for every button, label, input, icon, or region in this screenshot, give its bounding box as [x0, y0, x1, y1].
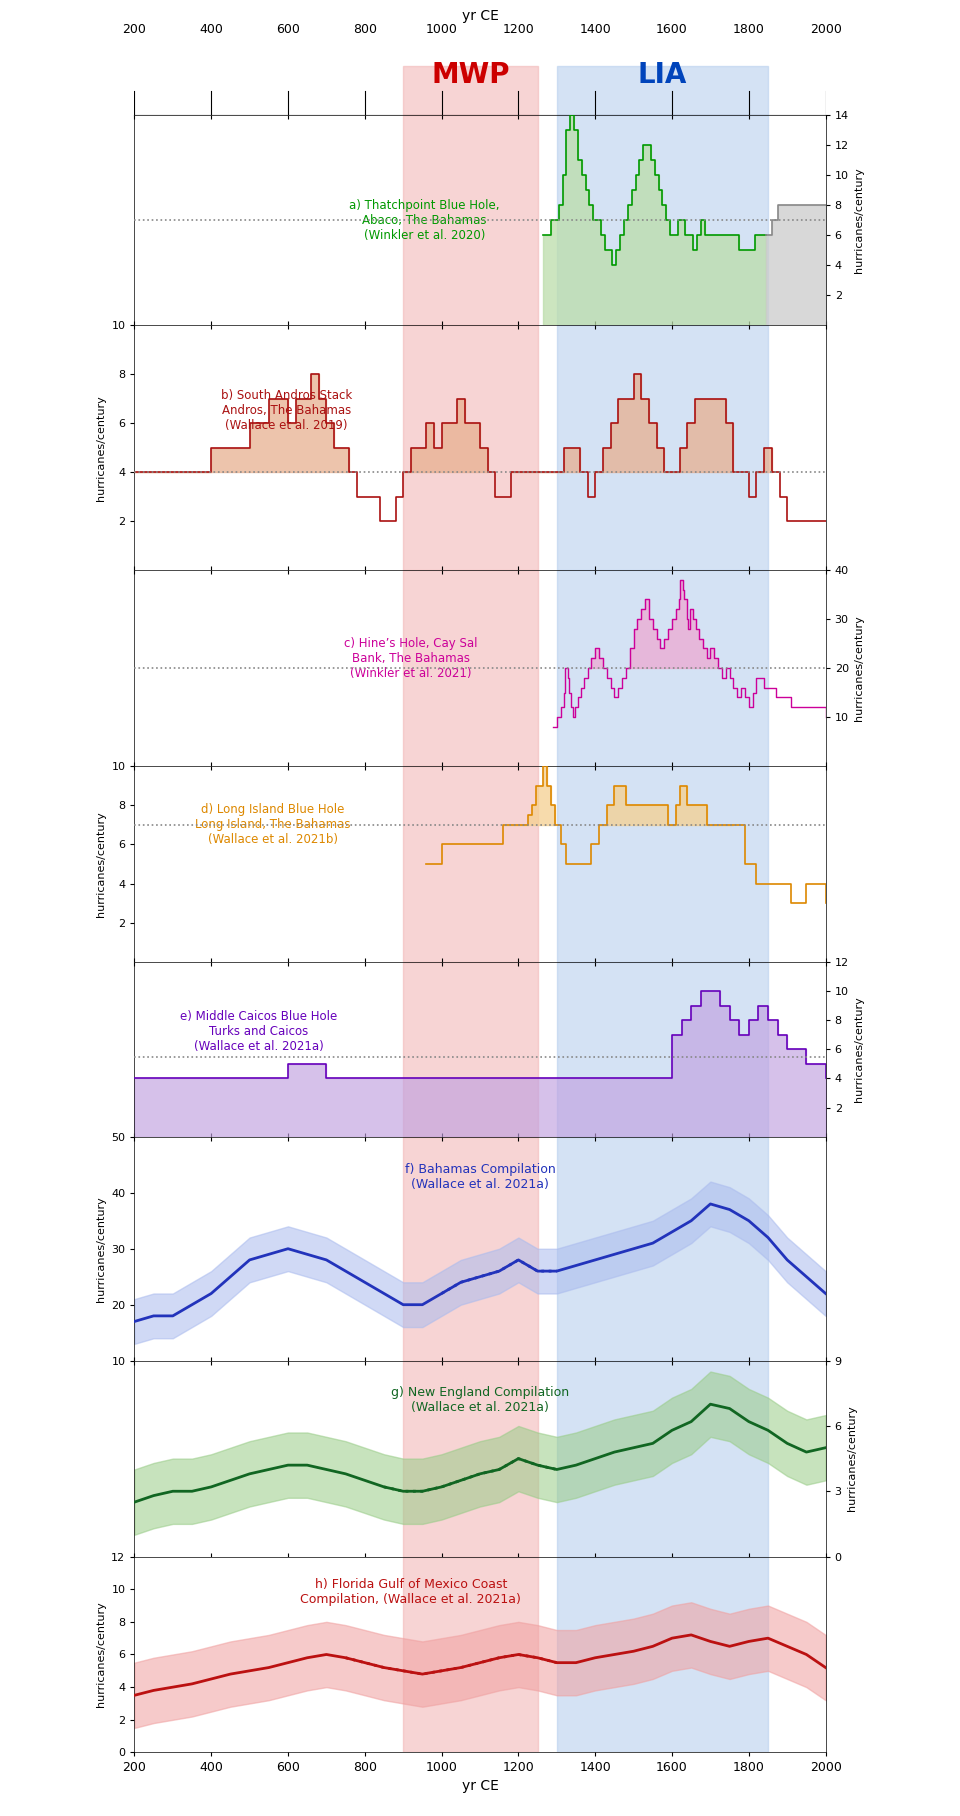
X-axis label: yr CE: yr CE [462, 1778, 498, 1792]
Y-axis label: hurricanes/century: hurricanes/century [96, 1602, 106, 1707]
Text: b) South Andros Stack
Andros, The Bahamas
(Wallace et al. 2019): b) South Andros Stack Andros, The Bahama… [221, 389, 352, 432]
Text: f) Bahamas Compilation
(Wallace et al. 2021a): f) Bahamas Compilation (Wallace et al. 2… [404, 1162, 556, 1191]
Text: g) New England Compilation
(Wallace et al. 2021a): g) New England Compilation (Wallace et a… [391, 1386, 569, 1415]
Bar [403, 766, 538, 962]
Bar [403, 570, 538, 766]
Text: c) Hine’s Hole, Cay Sal
Bank, The Bahamas
(Winkler et al. 2021): c) Hine’s Hole, Cay Sal Bank, The Bahama… [344, 637, 478, 679]
Bar [557, 766, 768, 962]
Text: LIA: LIA [637, 60, 687, 89]
Y-axis label: hurricanes/century: hurricanes/century [854, 616, 864, 721]
Y-axis label: hurricanes/century: hurricanes/century [854, 997, 864, 1102]
Bar [557, 962, 768, 1137]
Bar [557, 325, 768, 570]
Bar [403, 116, 538, 325]
Y-axis label: hurricanes/century: hurricanes/century [854, 167, 864, 272]
Bar [557, 570, 768, 766]
Bar [557, 1137, 768, 1360]
Bar [403, 962, 538, 1137]
Text: h) Florida Gulf of Mexico Coast
Compilation, (Wallace et al. 2021a): h) Florida Gulf of Mexico Coast Compilat… [300, 1578, 521, 1605]
Bar [557, 1556, 768, 1752]
Text: e) Middle Caicos Blue Hole
Turks and Caicos
(Wallace et al. 2021a): e) Middle Caicos Blue Hole Turks and Cai… [180, 1010, 338, 1053]
Bar [557, 67, 768, 116]
Bar [403, 1556, 538, 1752]
Y-axis label: hurricanes/century: hurricanes/century [96, 812, 106, 917]
Bar [403, 325, 538, 570]
Bar [557, 116, 768, 325]
Y-axis label: hurricanes/century: hurricanes/century [96, 1197, 106, 1302]
Text: a) Thatchpoint Blue Hole,
Abaco, The Bahamas
(Winkler et al. 2020): a) Thatchpoint Blue Hole, Abaco, The Bah… [349, 198, 500, 242]
Y-axis label: hurricanes/century: hurricanes/century [96, 394, 106, 501]
Bar [557, 1360, 768, 1556]
Y-axis label: hurricanes/century: hurricanes/century [848, 1406, 857, 1511]
Bar [403, 67, 538, 116]
X-axis label: yr CE: yr CE [462, 9, 498, 24]
Bar [403, 1360, 538, 1556]
Text: MWP: MWP [431, 60, 510, 89]
Bar [403, 1137, 538, 1360]
Text: d) Long Island Blue Hole
Long Island, The Bahamas
(Wallace et al. 2021b): d) Long Island Blue Hole Long Island, Th… [195, 803, 350, 846]
